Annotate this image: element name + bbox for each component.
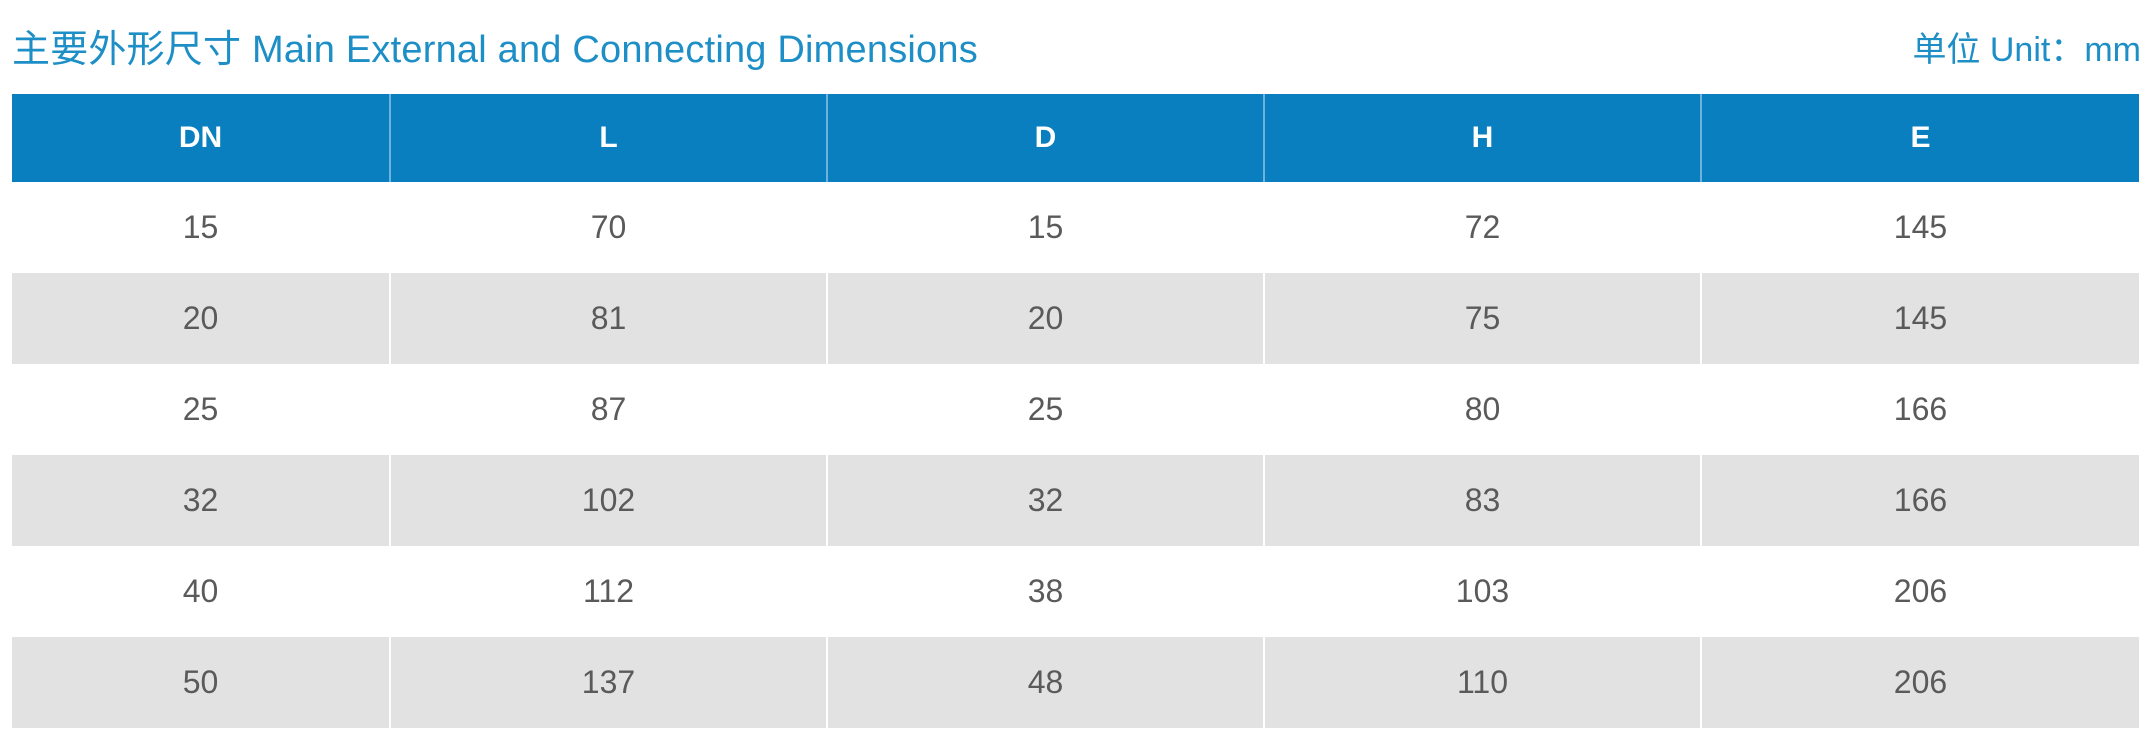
column-header-e: E [1700,94,2139,182]
cell-e: 166 [1700,364,2139,455]
table-row: 32 102 32 83 166 [12,455,2139,546]
table-row: 50 137 48 110 206 [12,637,2139,728]
cell-dn: 50 [12,637,390,728]
header-row: DN L D H E [12,94,2139,182]
cell-e: 166 [1700,455,2139,546]
column-header-dn: DN [12,94,390,182]
cell-h: 75 [1263,273,1701,364]
table-row: 20 81 20 75 145 [12,273,2139,364]
unit-label: 单位 Unit：mm [1912,31,2141,69]
cell-e: 206 [1700,637,2139,728]
cell-d: 20 [826,273,1264,364]
cell-d: 25 [826,364,1264,455]
cell-e: 145 [1700,182,2139,273]
cell-h: 72 [1263,182,1701,273]
table-row: 25 87 25 80 166 [12,364,2139,455]
cell-dn: 15 [12,182,390,273]
cell-e: 145 [1700,273,2139,364]
cell-h: 80 [1263,364,1701,455]
dimensions-table: DN L D H E 15 70 15 72 145 20 81 20 75 1… [12,94,2139,728]
cell-dn: 40 [12,546,390,637]
cell-d: 32 [826,455,1264,546]
cell-dn: 20 [12,273,390,364]
table-row: 15 70 15 72 145 [12,182,2139,273]
cell-d: 38 [826,546,1264,637]
table-body: 15 70 15 72 145 20 81 20 75 145 25 87 25… [12,182,2139,728]
cell-l: 81 [389,273,827,364]
cell-l: 137 [389,637,827,728]
cell-l: 112 [389,546,827,637]
column-header-d: D [826,94,1264,182]
cell-dn: 25 [12,364,390,455]
column-header-h: H [1263,94,1701,182]
table-header: DN L D H E [12,94,2139,182]
cell-dn: 32 [12,455,390,546]
cell-l: 70 [389,182,827,273]
cell-h: 110 [1263,637,1701,728]
title-bar: 主要外形尺寸 Main External and Connecting Dime… [0,0,2151,92]
table-row: 40 112 38 103 206 [12,546,2139,637]
column-header-l: L [389,94,827,182]
cell-d: 48 [826,637,1264,728]
cell-h: 103 [1263,546,1701,637]
cell-l: 102 [389,455,827,546]
cell-e: 206 [1700,546,2139,637]
cell-l: 87 [389,364,827,455]
page-title: 主要外形尺寸 Main External and Connecting Dime… [12,29,978,71]
cell-d: 15 [826,182,1264,273]
cell-h: 83 [1263,455,1701,546]
